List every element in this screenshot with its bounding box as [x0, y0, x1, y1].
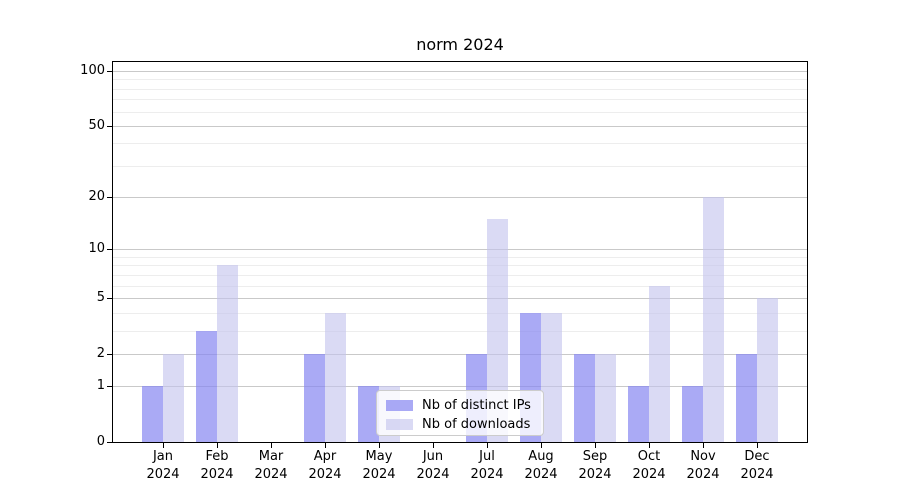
y-grid-minor — [113, 265, 807, 267]
x-tick — [649, 443, 650, 448]
y-tick — [107, 386, 112, 388]
y-grid-major — [113, 386, 807, 388]
y-tick-label: 2 — [96, 345, 105, 361]
bar-downloads — [325, 312, 346, 442]
y-grid-minor — [113, 88, 807, 90]
y-tick — [107, 71, 112, 72]
bars-layer — [113, 62, 807, 442]
y-grid-major — [113, 197, 807, 199]
bar-downloads — [487, 219, 508, 442]
x-tick-label: Jul 2024 — [470, 449, 504, 482]
y-tick — [107, 249, 112, 251]
bar-distinct-ips — [574, 353, 595, 442]
bar-distinct-ips — [358, 386, 379, 442]
x-tick — [541, 443, 542, 448]
y-tick-label: 1 — [96, 378, 105, 394]
bar-distinct-ips — [736, 353, 757, 442]
y-tick — [107, 442, 112, 443]
y-grid-minor — [113, 256, 807, 258]
y-grid-major — [113, 297, 807, 299]
bar-downloads — [703, 197, 724, 442]
bar-downloads — [163, 353, 184, 442]
bar-distinct-ips — [142, 386, 163, 442]
x-tick-label: Mar 2024 — [254, 449, 288, 482]
bar-downloads — [757, 297, 778, 442]
bar-distinct-ips — [196, 330, 217, 442]
x-tick — [163, 443, 164, 448]
chart-title: norm 2024 — [416, 35, 504, 54]
y-grid-minor — [113, 111, 807, 113]
bar-downloads — [541, 312, 562, 442]
x-tick — [433, 443, 434, 448]
y-grid-major — [113, 125, 807, 127]
x-tick-label: Nov 2024 — [686, 449, 720, 482]
y-tick-label: 5 — [96, 289, 105, 305]
y-grid-minor — [113, 143, 807, 145]
x-tick-label: Dec 2024 — [740, 449, 774, 482]
grid-layer — [113, 62, 807, 442]
legend-swatch-downloads — [386, 419, 413, 430]
legend-label-downloads: Nb of downloads — [422, 417, 531, 432]
x-tick-label: Oct 2024 — [632, 449, 666, 482]
y-tick-label: 0 — [96, 434, 105, 449]
x-tick-label: Jun 2024 — [416, 449, 450, 482]
y-grid-major — [113, 249, 807, 251]
y-grid-minor — [113, 330, 807, 332]
x-tick — [703, 443, 704, 448]
y-tick — [107, 353, 112, 355]
x-tick — [271, 443, 272, 448]
x-tick-label: Sep 2024 — [578, 449, 612, 482]
bar-downloads — [595, 353, 616, 442]
y-grid-major — [113, 71, 807, 72]
y-grid-major — [113, 353, 807, 355]
y-grid-minor — [113, 165, 807, 167]
legend-swatch-distinct-ips — [386, 400, 413, 411]
x-tick — [595, 443, 596, 448]
bar-downloads — [217, 265, 238, 442]
legend-item-downloads: Nb of downloads — [386, 415, 543, 434]
x-tick — [757, 443, 758, 448]
x-tick-label: Apr 2024 — [308, 449, 342, 482]
y-grid-minor — [113, 285, 807, 287]
x-tick — [379, 443, 380, 448]
x-tick-label: Aug 2024 — [524, 449, 558, 482]
bar-distinct-ips — [304, 353, 325, 442]
y-tick-label: 20 — [88, 189, 105, 205]
legend-label-distinct-ips: Nb of distinct IPs — [422, 398, 531, 413]
x-tick-label: Feb 2024 — [200, 449, 234, 482]
bar-downloads — [649, 285, 670, 442]
y-tick-label: 100 — [80, 63, 105, 78]
y-grid-minor — [113, 274, 807, 276]
x-tick — [487, 443, 488, 448]
x-tick — [217, 443, 218, 448]
bar-distinct-ips — [628, 386, 649, 442]
x-tick-label: May 2024 — [362, 449, 396, 482]
legend: Nb of distinct IPs Nb of downloads — [376, 390, 544, 436]
y-tick-label: 50 — [88, 117, 105, 133]
plot-area — [112, 61, 808, 443]
x-tick — [325, 443, 326, 448]
x-tick-label: Jan 2024 — [146, 449, 180, 482]
y-grid-minor — [113, 99, 807, 101]
y-tick-label: 10 — [88, 241, 105, 257]
y-tick — [107, 197, 112, 199]
y-grid-minor — [113, 312, 807, 314]
bar-distinct-ips — [682, 386, 703, 442]
y-tick — [107, 297, 112, 299]
y-tick — [107, 125, 112, 127]
y-grid-minor — [113, 79, 807, 81]
legend-item-distinct-ips: Nb of distinct IPs — [386, 396, 543, 415]
